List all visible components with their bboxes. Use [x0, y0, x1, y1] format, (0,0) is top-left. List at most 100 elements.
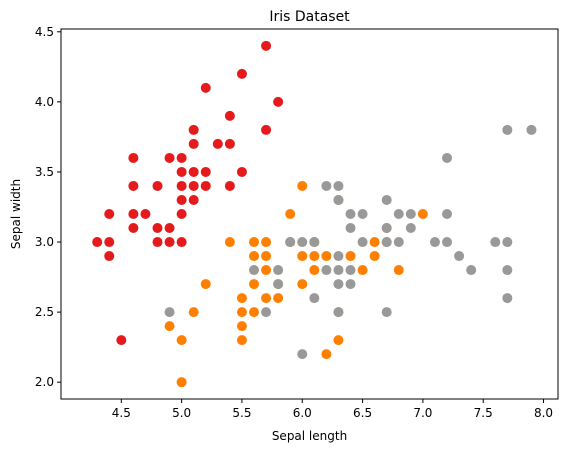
data-point [273, 279, 284, 290]
data-point [236, 335, 247, 346]
data-point [297, 180, 308, 191]
data-point [176, 209, 187, 219]
data-point [309, 265, 320, 276]
data-point [200, 166, 211, 177]
data-point [273, 293, 284, 304]
data-point [188, 194, 199, 205]
x-tick-label: 6.0 [293, 406, 312, 420]
data-point [164, 321, 175, 332]
data-point [164, 237, 175, 248]
data-point [285, 209, 296, 219]
data-point [309, 251, 320, 262]
data-point [454, 251, 465, 262]
data-point [309, 237, 320, 248]
data-point [345, 251, 356, 262]
data-point [261, 251, 272, 262]
data-point [176, 377, 187, 388]
x-tick-label: 8.0 [534, 406, 553, 420]
data-point [200, 279, 211, 290]
data-point [502, 124, 513, 135]
data-point [357, 209, 368, 219]
data-point [381, 223, 392, 234]
data-point [236, 293, 247, 304]
data-point [393, 209, 404, 219]
data-point [297, 251, 308, 262]
x-tick-label: 7.5 [474, 406, 493, 420]
data-point [357, 265, 368, 276]
data-point [152, 237, 163, 248]
chart-title: Iris Dataset [269, 9, 350, 25]
data-point [176, 166, 187, 177]
data-point [381, 307, 392, 318]
data-point [224, 110, 235, 121]
data-point [393, 237, 404, 248]
data-point [152, 180, 163, 191]
data-point [357, 237, 368, 248]
data-point [176, 152, 187, 163]
data-point [285, 237, 296, 248]
data-point [297, 349, 308, 360]
x-axis-label: Sepal length [272, 429, 347, 443]
data-point [176, 237, 187, 248]
y-tick-label: 3.5 [35, 165, 54, 179]
data-point [345, 209, 356, 219]
data-point [104, 237, 115, 248]
y-tick-label: 2.0 [35, 375, 54, 389]
data-point [236, 166, 247, 177]
data-point [128, 223, 139, 234]
data-point [417, 209, 428, 219]
data-point [249, 251, 260, 262]
data-point [502, 293, 513, 304]
data-point [333, 265, 344, 276]
y-tick-label: 3.0 [35, 235, 54, 249]
data-point [200, 180, 211, 191]
data-point [381, 194, 392, 205]
data-point [345, 279, 356, 290]
data-point [176, 335, 187, 346]
y-axis-label: Sepal width [9, 179, 23, 249]
data-point [249, 307, 260, 318]
data-point [309, 293, 320, 304]
data-point [381, 237, 392, 248]
x-tick-label: 4.5 [112, 406, 131, 420]
data-point [188, 138, 199, 149]
data-point [466, 265, 477, 276]
data-point [128, 152, 139, 163]
data-point [273, 265, 284, 276]
data-point [176, 194, 187, 205]
data-point [140, 209, 151, 219]
data-point [188, 307, 199, 318]
data-point [212, 138, 223, 149]
data-point [164, 307, 175, 318]
data-point [333, 194, 344, 205]
data-point [333, 180, 344, 191]
data-point [321, 349, 332, 360]
data-point [116, 335, 127, 346]
data-point [164, 152, 175, 163]
data-point [224, 237, 235, 248]
data-point [369, 251, 380, 262]
x-tick-label: 7.0 [413, 406, 432, 420]
data-point [188, 180, 199, 191]
x-tick-label: 5.5 [232, 406, 251, 420]
data-point [345, 265, 356, 276]
data-point [261, 124, 272, 135]
data-point [393, 265, 404, 276]
x-tick-label: 5.0 [172, 406, 191, 420]
data-point [405, 223, 416, 234]
data-point [273, 96, 284, 107]
data-point [333, 335, 344, 346]
data-point [152, 223, 163, 234]
points-layer [92, 40, 537, 388]
data-point [261, 307, 272, 318]
data-point [345, 223, 356, 234]
data-point [297, 279, 308, 290]
data-point [261, 237, 272, 248]
x-tick-label: 6.5 [353, 406, 372, 420]
data-point [236, 68, 247, 79]
data-point [333, 251, 344, 262]
data-point [333, 279, 344, 290]
y-tick-label: 2.5 [35, 305, 54, 319]
plot-frame [60, 28, 559, 400]
